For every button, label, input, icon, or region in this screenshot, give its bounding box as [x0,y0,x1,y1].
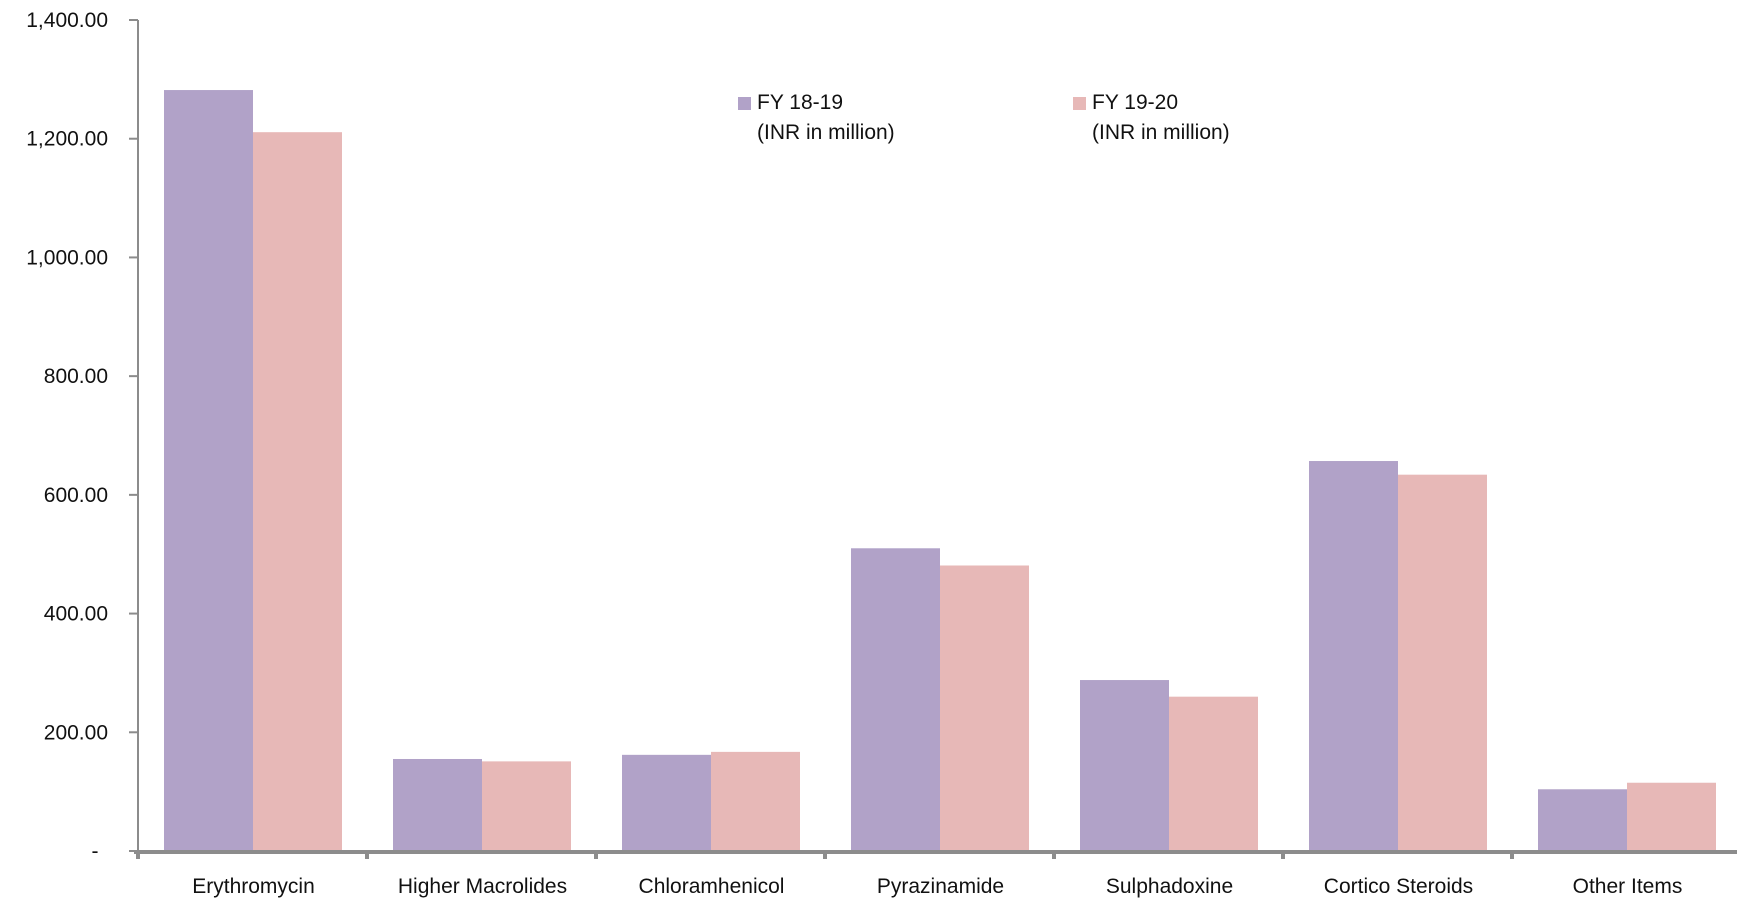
legend-item-series-2: FY 19-20 (INR in million) [1073,88,1230,148]
legend-item-series-1: FY 18-19 (INR in million) [738,88,895,148]
legend-swatch-series-1 [738,97,751,110]
x-tick-label-higher-macrolides: Higher Macrolides [398,875,567,898]
legend-label-series-2-unit: (INR in million) [1092,121,1230,144]
y-tick-label: 400.00 [44,603,108,626]
bar-other-items-series-2 [1627,782,1716,851]
x-tick-label-erythromycin: Erythromycin [192,875,315,898]
y-tick-label: 800.00 [44,365,108,388]
y-tick-label: 200.00 [44,721,108,744]
bar-chloramhenicol-series-2 [711,751,800,851]
x-tick-label-pyrazinamide: Pyrazinamide [877,875,1004,898]
y-tick-label: 600.00 [44,484,108,507]
bar-pyrazinamide-series-1 [851,548,940,851]
x-tick-label-sulphadoxine: Sulphadoxine [1106,875,1233,898]
bar-cortico-steroids-series-1 [1309,461,1398,851]
bar-higher-macrolides-series-1 [393,758,482,851]
x-tick-label-chloramhenicol: Chloramhenicol [639,875,785,898]
y-tick-label: 1,000.00 [26,246,108,269]
legend-label-series-2: FY 19-20 [1092,91,1178,114]
bar-other-items-series-1 [1538,789,1627,851]
legend-label-series-1-unit: (INR in million) [757,121,895,144]
x-tick-label-cortico-steroids: Cortico Steroids [1324,875,1473,898]
bar-cortico-steroids-series-2 [1398,474,1487,851]
bar-sulphadoxine-series-1 [1080,680,1169,851]
bar-pyrazinamide-series-2 [940,565,1029,851]
legend-swatch-series-2 [1073,97,1086,110]
y-tick-label: 1,400.00 [26,9,108,32]
bar-erythromycin-series-1 [164,90,253,851]
y-tick-label: - [92,840,99,863]
bar-chloramhenicol-series-1 [622,754,711,851]
x-tick-label-other-items: Other Items [1573,875,1683,898]
bar-higher-macrolides-series-2 [482,761,571,851]
y-tick-label: 1,200.00 [26,128,108,151]
bar-sulphadoxine-series-2 [1169,696,1258,851]
bar-erythromycin-series-2 [253,132,342,851]
legend-label-series-1: FY 18-19 [757,91,843,114]
